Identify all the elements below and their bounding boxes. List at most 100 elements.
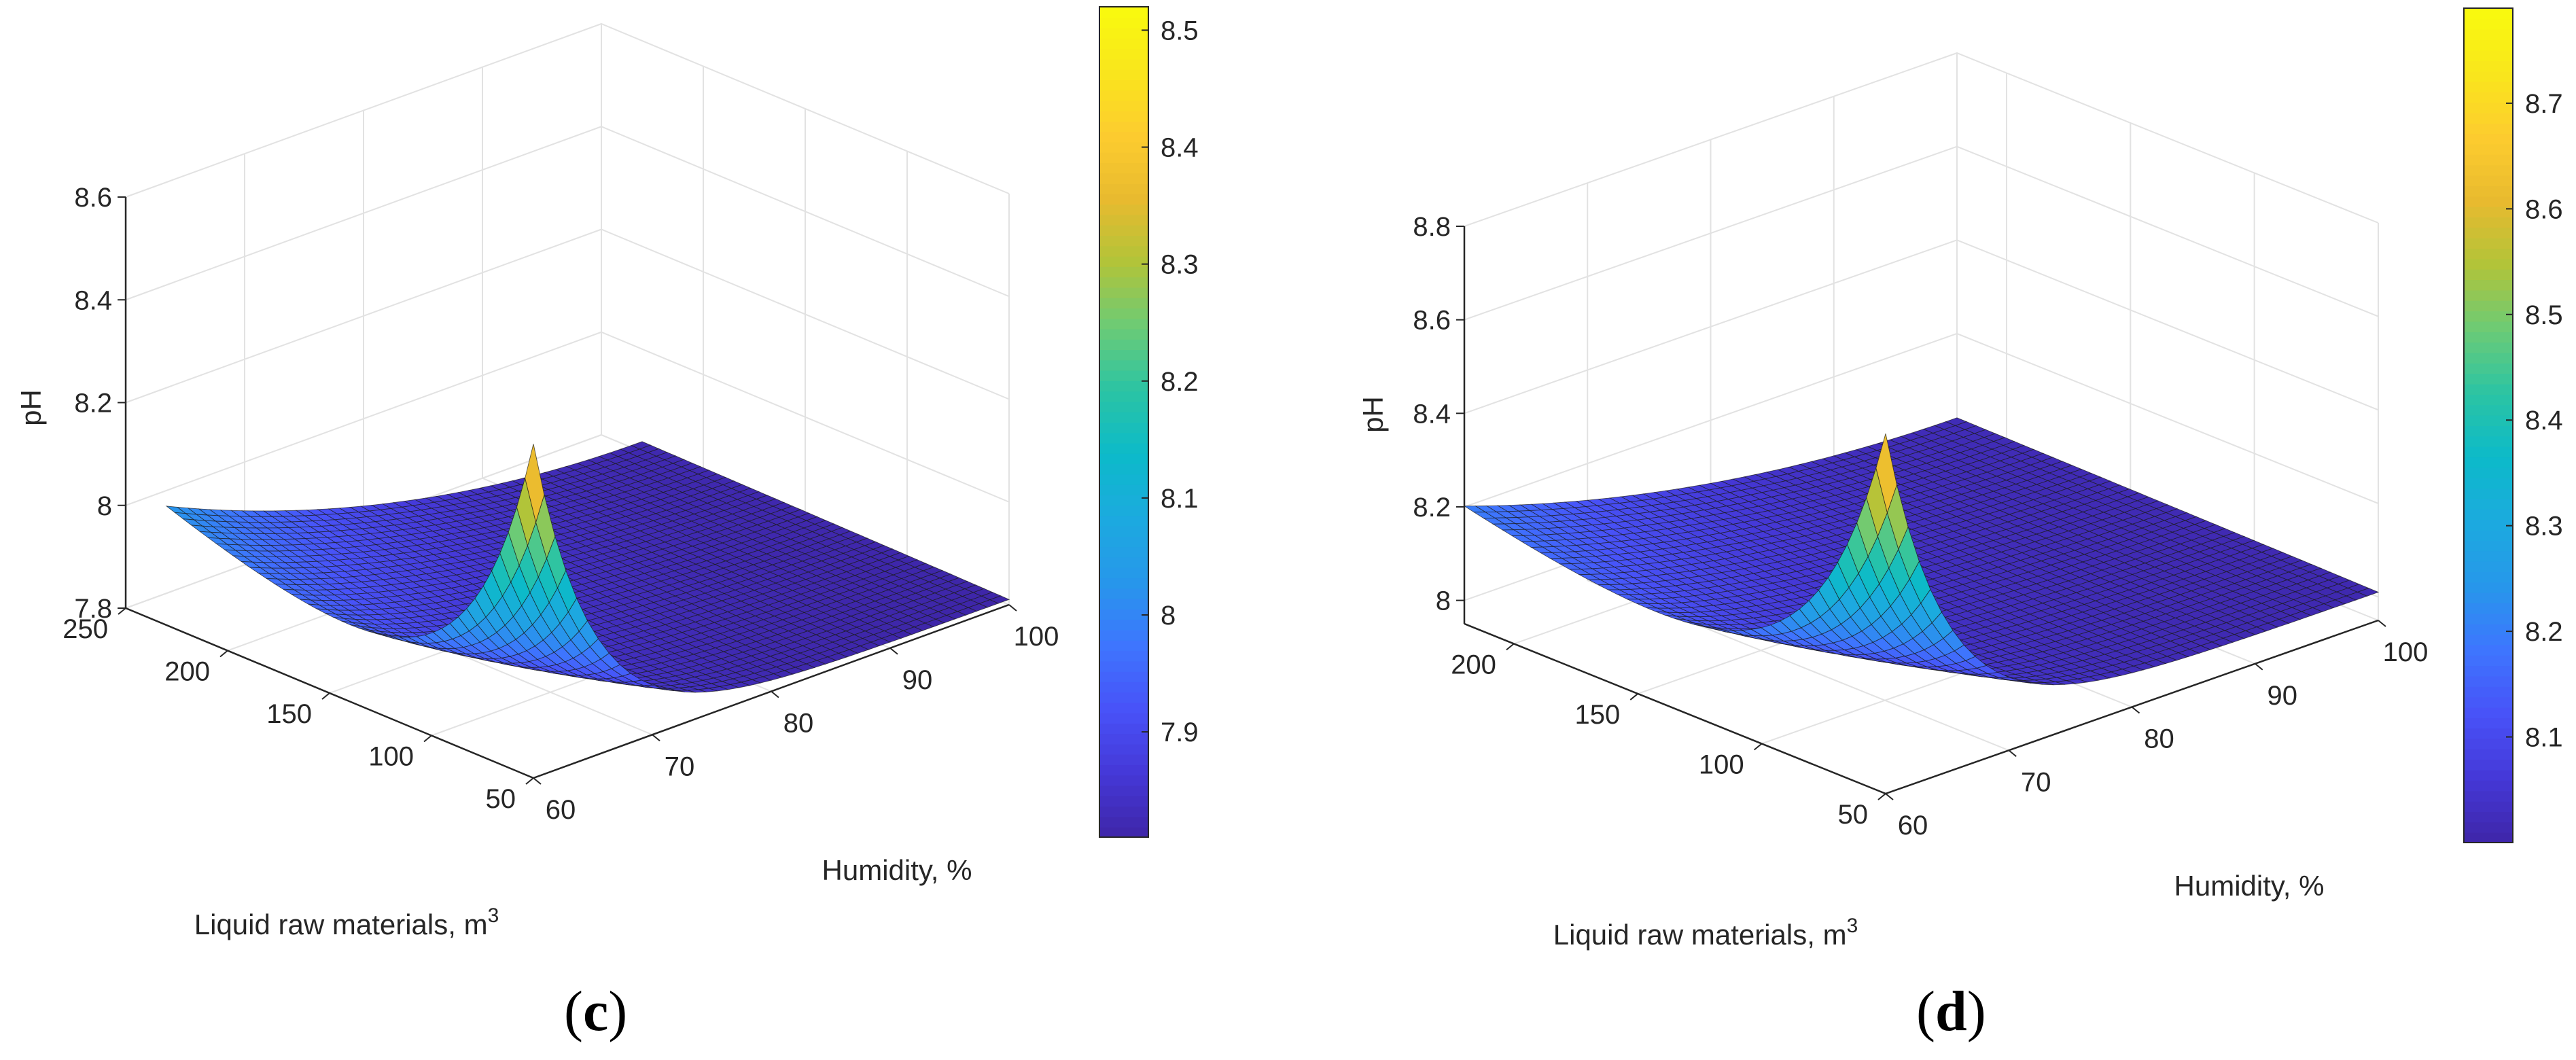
y-axis-label: Liquid raw materials, m3 <box>1553 915 1858 951</box>
colorbar-tick-label: 8.6 <box>2525 194 2563 224</box>
y-tick-label: 200 <box>1451 650 1496 679</box>
colorbar-tick-label: 8.1 <box>1161 484 1199 514</box>
colorbar-tick-label: 8.3 <box>2525 512 2563 542</box>
colorbar-segment <box>2464 393 2513 406</box>
x-tick-label: 90 <box>902 665 933 695</box>
colorbar-segment <box>2464 414 2513 426</box>
x-tick <box>652 734 660 742</box>
z-tick-label: 8.6 <box>74 183 112 213</box>
colorbar-segment <box>1099 463 1148 475</box>
colorbar-segment <box>1099 235 1148 247</box>
x-tick-label: 100 <box>2383 637 2429 667</box>
x-tick-label: 100 <box>1014 622 1059 652</box>
surface-mesh <box>165 441 1010 693</box>
colorbar-segment <box>1099 391 1148 402</box>
colorbar-segment <box>2464 488 2513 499</box>
colorbar-segment <box>2464 143 2513 155</box>
colorbar-segment <box>2464 800 2513 812</box>
colorbar-segment <box>1099 7 1148 18</box>
grid-line-z <box>1464 145 2379 321</box>
z-tick-label: 8.8 <box>1413 212 1451 242</box>
colorbar-segment <box>2464 60 2513 72</box>
colorbar-segment <box>1099 193 1148 205</box>
colorbar-segment <box>2464 8 2513 20</box>
x-tick <box>889 647 898 655</box>
colorbar-segment <box>1099 764 1148 776</box>
colorbar-segment <box>1099 826 1148 838</box>
grid-line-z <box>125 22 1010 198</box>
grid-line-z <box>125 228 1010 404</box>
colorbar-segment <box>1099 110 1148 122</box>
colorbar-segment <box>2464 154 2513 166</box>
colorbar-segment <box>1099 474 1148 485</box>
colorbar-segment <box>1099 79 1148 91</box>
colorbar-segment <box>2464 654 2513 667</box>
colorbar-segment <box>2464 602 2513 614</box>
y-tick-label: 150 <box>266 699 312 729</box>
x-tick-label: 80 <box>2144 724 2174 754</box>
colorbar-segment <box>2464 769 2513 781</box>
colorbar-segment <box>2464 373 2513 385</box>
colorbar-segment <box>1099 733 1148 745</box>
colorbar-segment <box>1099 515 1148 527</box>
colorbar-segment <box>2464 790 2513 802</box>
colorbar-segment <box>2464 185 2513 197</box>
z-tick-label: 8.4 <box>1413 399 1451 429</box>
colorbar-segment <box>2464 321 2513 332</box>
axes: 60 70 80 90 100 50 100 150 200 8 8.2 8.4 8.6 8.8 Humid… <box>1357 212 2428 951</box>
y-tick-label: 50 <box>1838 800 1869 830</box>
colorbar-segment <box>2464 404 2513 416</box>
colorbar-segment <box>1099 598 1148 610</box>
x-tick <box>533 777 542 785</box>
colorbar-segment <box>1099 484 1148 495</box>
grid-lines <box>1464 52 2379 794</box>
y-axis-label: Liquid raw materials, m3 <box>194 904 499 940</box>
surface-plot-d: 60 70 80 90 100 50 100 150 200 8 8.2 8.4 8.6 8.8 Humid… <box>1357 7 2563 951</box>
y-tick-label: 50 <box>486 784 516 814</box>
colorbar-segment <box>1099 712 1148 724</box>
y-tick-label: 100 <box>1699 749 1744 779</box>
colorbar-segment <box>1099 546 1148 558</box>
colorbar-segment <box>1099 349 1148 361</box>
colorbar-segment <box>1099 671 1148 682</box>
colorbar-segment <box>1099 48 1148 60</box>
grid-line-x <box>1587 183 2009 752</box>
colorbar-segment <box>2464 540 2513 552</box>
colorbar-segment <box>2464 457 2513 468</box>
colorbar-segment <box>1099 639 1148 652</box>
colorbar-tick-label: 8.5 <box>2525 300 2563 330</box>
colorbar-segment <box>2464 112 2513 124</box>
colorbar-segment <box>2464 498 2513 510</box>
colorbar-segment <box>1099 629 1148 641</box>
colorbar-segment <box>1099 692 1148 703</box>
colorbar-frame <box>2463 7 2513 843</box>
grid-line-x <box>125 197 534 779</box>
colorbar-tick-label: 8.5 <box>1161 16 1199 46</box>
colorbar-segment <box>1099 328 1148 340</box>
colorbar-segment <box>1099 401 1148 412</box>
colorbar-segment <box>2464 707 2513 718</box>
colorbar-segment <box>2464 561 2513 572</box>
colorbar-segment <box>2464 331 2513 343</box>
colorbar-segment <box>2464 592 2513 603</box>
colorbar-segment <box>2464 634 2513 646</box>
z-tick-label: 8.2 <box>74 389 112 419</box>
colorbar-segment <box>2464 779 2513 792</box>
colorbar-tick-label: 8.4 <box>2525 406 2563 436</box>
colorbar-segment <box>1099 266 1148 278</box>
colorbar-segment <box>2464 300 2513 312</box>
y-tick <box>1629 693 1638 701</box>
colorbar-segment <box>1099 69 1148 80</box>
colorbar-segment <box>1099 453 1148 465</box>
x-tick-label: 60 <box>546 795 576 825</box>
colorbar-segment <box>2464 832 2513 843</box>
colorbar-segment <box>1099 255 1148 267</box>
colorbar-tick-label: 8.1 <box>2525 723 2563 753</box>
colorbar-segment <box>1099 619 1148 631</box>
colorbar-segment <box>2464 508 2513 520</box>
colorbar-segment <box>1099 162 1148 174</box>
colorbar-segment <box>1099 743 1148 755</box>
